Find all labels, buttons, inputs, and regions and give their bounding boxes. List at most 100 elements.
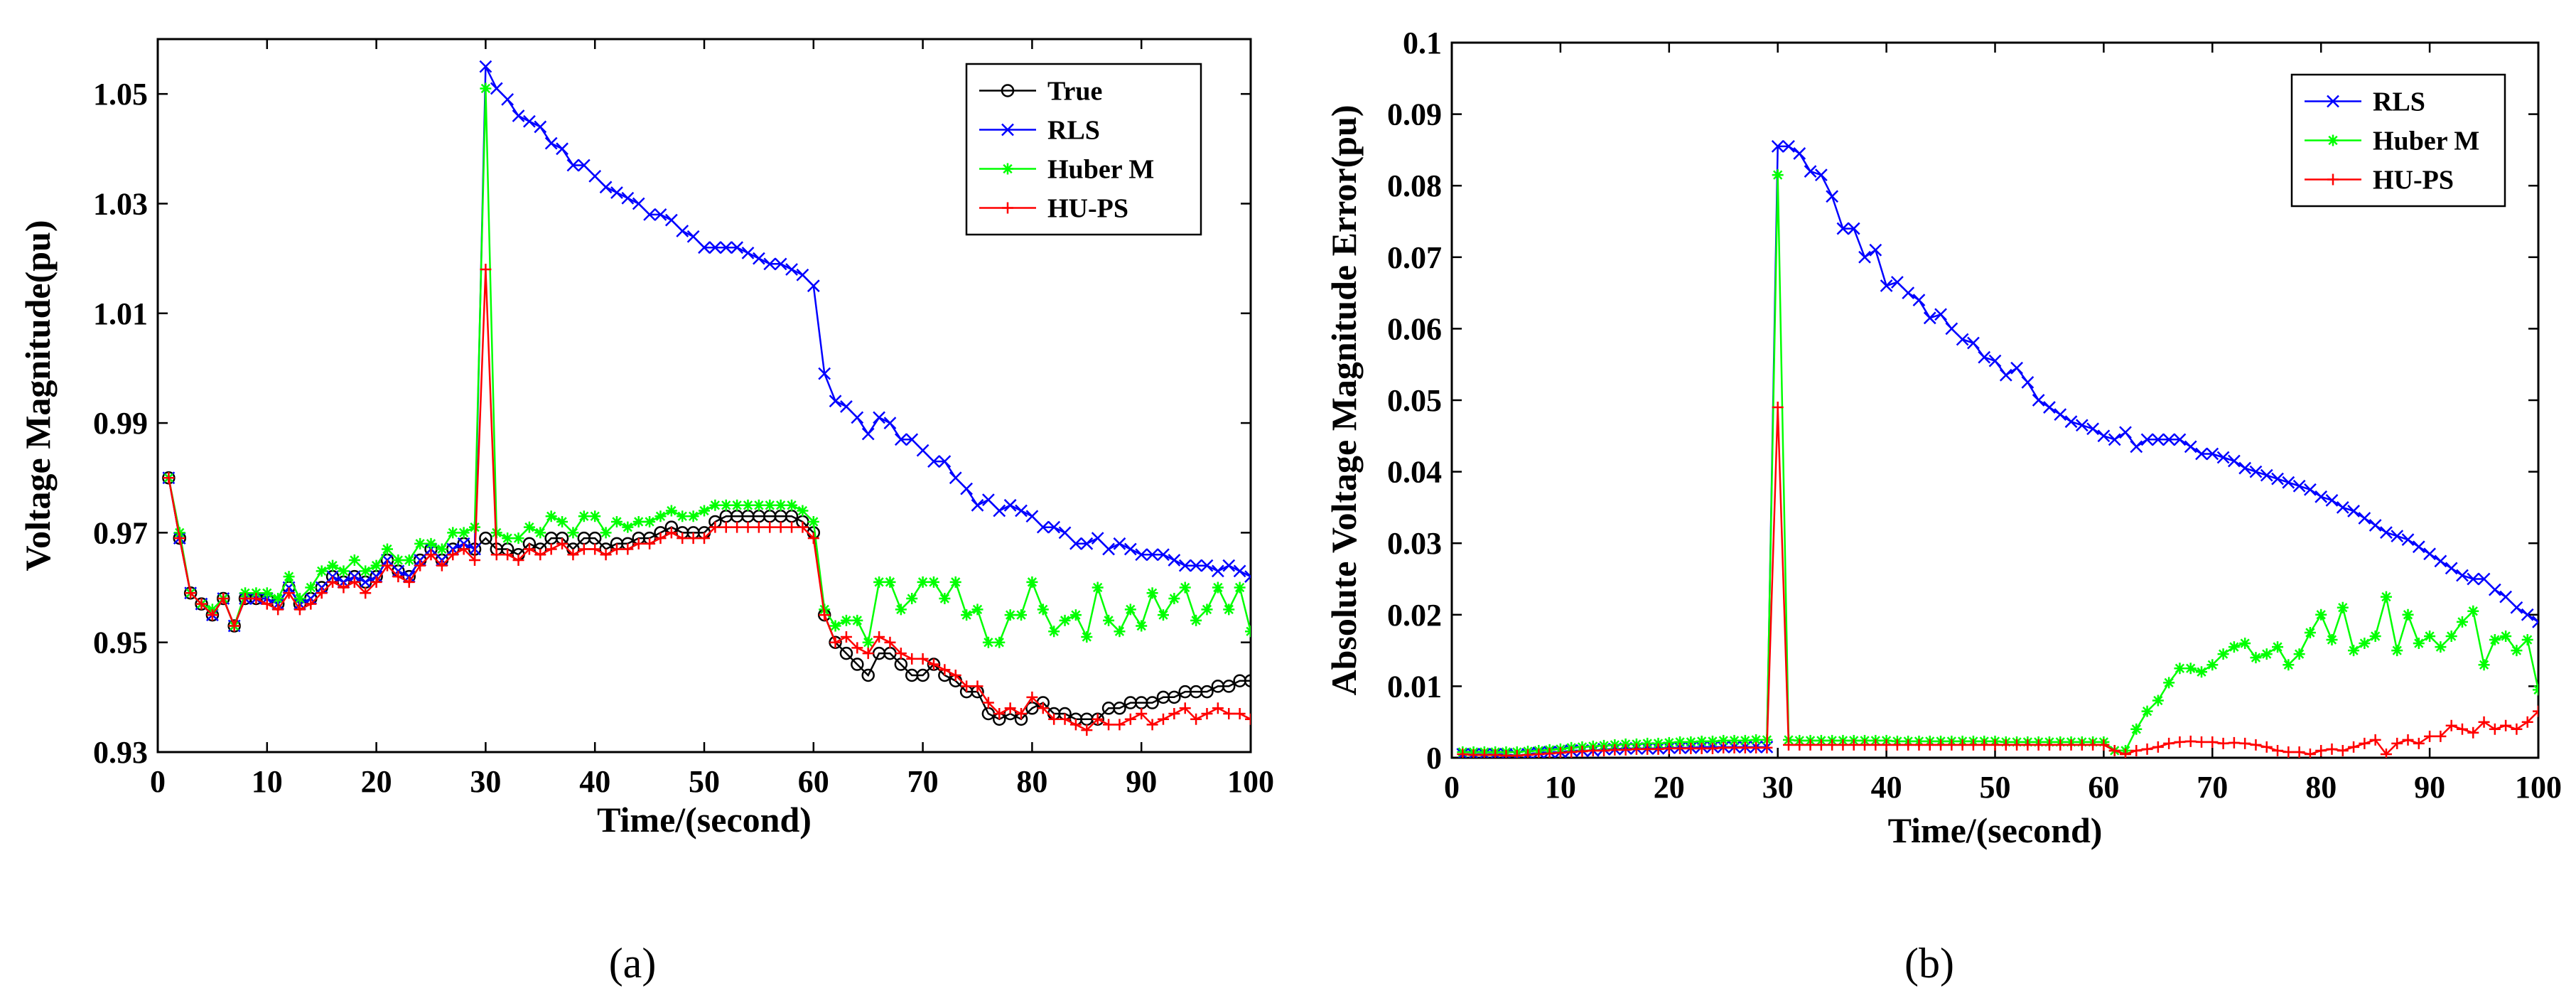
data-point: [1848, 739, 1860, 751]
data-point: [686, 230, 700, 243]
data-point: [1782, 139, 1795, 153]
data-point: [2108, 433, 2121, 446]
legend-label: RLS: [1047, 116, 1100, 146]
data-point: [2521, 716, 2533, 728]
data-point: [764, 499, 776, 511]
x-tick-label: 40: [1871, 770, 1902, 805]
data-point: [327, 559, 339, 572]
data-point: [2532, 615, 2538, 628]
data-point: [1793, 147, 1806, 160]
data-point: [1026, 691, 1038, 703]
data-point: [949, 471, 962, 485]
data-point: [687, 510, 699, 522]
data-point: [993, 504, 1006, 517]
data-point: [1059, 614, 1071, 626]
legend-label: Huber M: [2373, 127, 2479, 156]
data-point: [1836, 222, 1850, 235]
legend: True RLS Huber M HU-PS: [965, 63, 1202, 236]
data-point: [360, 565, 372, 577]
data-point: [1685, 736, 1697, 748]
data-point: [2086, 422, 2099, 436]
x-tick-label: 100: [1227, 764, 1274, 799]
legend: RLS Huber M HU-PS: [2290, 73, 2506, 208]
data-point: [1015, 504, 1028, 517]
data-point: [2140, 433, 2154, 446]
data-point: [677, 510, 689, 522]
data-point: [2434, 554, 2447, 568]
y-tick-label: 0.95: [93, 626, 148, 660]
y-tick-label: 0.99: [93, 406, 148, 441]
series-huber-m: [1457, 169, 2538, 758]
data-point: [1212, 702, 1224, 714]
data-point: [1511, 749, 1523, 758]
data-point: [239, 592, 252, 604]
data-point: [2054, 739, 2066, 751]
data-point: [1058, 526, 1072, 540]
data-point: [632, 515, 645, 527]
data-point: [709, 521, 721, 533]
data-point: [523, 114, 536, 128]
data-point: [1869, 243, 1882, 257]
data-point: [731, 499, 743, 511]
data-point: [2163, 737, 2175, 749]
data-point: [1081, 631, 1093, 643]
data-point: [2000, 739, 2012, 751]
data-point: [961, 680, 973, 692]
data-point: [2511, 723, 2523, 735]
y-tick-label: 0.93: [93, 735, 148, 770]
series-line: [1462, 175, 2538, 753]
data-point: [677, 532, 689, 545]
data-point: [1157, 548, 1170, 562]
data-point: [2478, 659, 2490, 671]
data-point: [1620, 744, 1632, 756]
y-tick-label: 0.06: [1387, 311, 1442, 346]
data-point: [1113, 702, 1126, 715]
data-point: [906, 653, 918, 665]
data-point: [589, 543, 601, 555]
data-point: [1015, 609, 1028, 621]
data-point: [1146, 587, 1158, 599]
data-point: [1750, 741, 1762, 753]
data-point: [753, 521, 765, 533]
data-point: [2054, 408, 2067, 422]
data-point: [2130, 723, 2143, 735]
legend-label: RLS: [2373, 87, 2425, 117]
data-point: [2292, 479, 2306, 493]
data-point: [2130, 440, 2143, 454]
data-point: [1124, 713, 1136, 725]
data-point: [1772, 169, 1784, 181]
data-point: [523, 543, 535, 555]
data-point: [1211, 564, 1224, 578]
data-point: [829, 636, 841, 648]
data-point: [818, 367, 831, 380]
data-point: [829, 620, 841, 632]
series-line: [168, 477, 1251, 721]
data-point: [764, 521, 776, 533]
series-rls: [1456, 139, 2538, 758]
data-point: [731, 241, 744, 254]
data-point: [2283, 659, 2295, 671]
data-point: [1212, 581, 1224, 594]
data-point: [1179, 702, 1191, 714]
data-point: [599, 181, 613, 194]
data-point: [2272, 744, 2284, 756]
data-point: [1123, 542, 1137, 556]
data-point: [664, 213, 678, 227]
data-point: [2184, 735, 2197, 747]
data-point: [1222, 559, 1236, 572]
chart-a: 0 10 20 30 40 50 60 70 80 90 100 0.93 0.95 0.97 0.99 1.…: [18, 38, 1274, 987]
data-point: [895, 604, 907, 616]
data-point: [1923, 311, 1936, 325]
data-point: [283, 571, 295, 583]
data-point: [502, 532, 514, 545]
data-point: [588, 170, 602, 183]
data-point: [1771, 139, 1784, 153]
data-point: [2402, 608, 2414, 621]
data-point: [490, 549, 502, 561]
data-point: [2238, 461, 2252, 475]
x-tick-label: 60: [798, 764, 829, 799]
legend-label: Huber M: [1047, 155, 1154, 185]
data-point: [1048, 713, 1060, 725]
data-point: [2272, 641, 2284, 653]
data-point: [1244, 674, 1251, 687]
